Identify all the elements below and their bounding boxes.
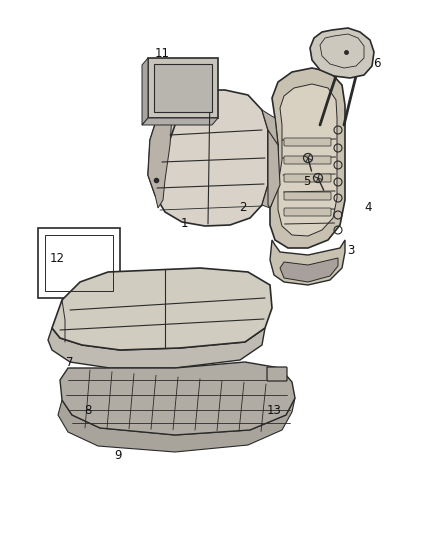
Text: 4: 4 — [364, 201, 372, 214]
Polygon shape — [148, 58, 218, 118]
Text: 13: 13 — [266, 404, 281, 417]
Polygon shape — [58, 398, 295, 452]
Text: 2: 2 — [239, 201, 247, 214]
Polygon shape — [48, 328, 265, 368]
Polygon shape — [262, 110, 278, 208]
Polygon shape — [142, 118, 218, 125]
Polygon shape — [142, 58, 148, 125]
FancyBboxPatch shape — [284, 138, 331, 146]
Text: 9: 9 — [114, 449, 122, 462]
Polygon shape — [268, 130, 280, 208]
Text: 5: 5 — [303, 175, 310, 188]
Text: 1: 1 — [180, 217, 188, 230]
Polygon shape — [278, 84, 337, 236]
FancyBboxPatch shape — [284, 208, 331, 216]
Polygon shape — [280, 258, 338, 282]
FancyBboxPatch shape — [284, 174, 331, 182]
Text: 11: 11 — [155, 47, 170, 60]
Text: 12: 12 — [49, 252, 64, 265]
Polygon shape — [154, 64, 212, 112]
FancyBboxPatch shape — [284, 192, 331, 200]
Polygon shape — [148, 90, 268, 226]
FancyBboxPatch shape — [284, 156, 331, 164]
Polygon shape — [60, 362, 295, 435]
Polygon shape — [310, 28, 374, 78]
Text: 6: 6 — [373, 58, 381, 70]
Polygon shape — [148, 108, 172, 208]
Polygon shape — [52, 268, 272, 350]
Polygon shape — [270, 68, 345, 248]
FancyBboxPatch shape — [267, 367, 287, 381]
Text: 8: 8 — [84, 404, 91, 417]
Text: 7: 7 — [66, 356, 74, 369]
Polygon shape — [270, 240, 345, 285]
Text: 3: 3 — [347, 244, 354, 257]
